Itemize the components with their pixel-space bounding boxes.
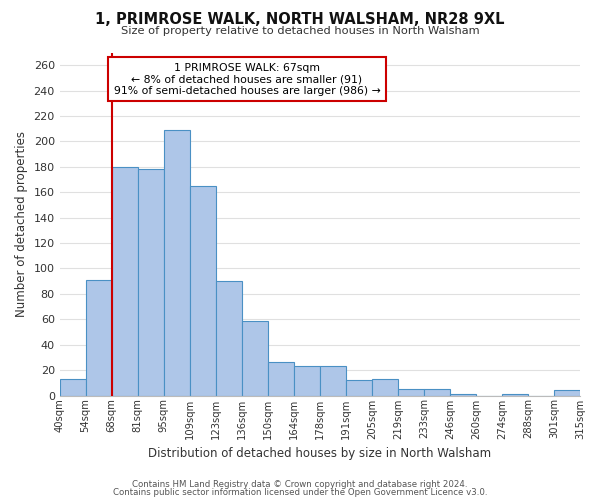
Text: Size of property relative to detached houses in North Walsham: Size of property relative to detached ho… xyxy=(121,26,479,36)
Bar xyxy=(86,280,112,396)
Bar xyxy=(372,379,398,396)
Bar xyxy=(268,362,294,396)
Text: Contains HM Land Registry data © Crown copyright and database right 2024.: Contains HM Land Registry data © Crown c… xyxy=(132,480,468,489)
Bar xyxy=(320,366,346,396)
Bar xyxy=(424,389,450,396)
Text: 1, PRIMROSE WALK, NORTH WALSHAM, NR28 9XL: 1, PRIMROSE WALK, NORTH WALSHAM, NR28 9X… xyxy=(95,12,505,28)
Bar xyxy=(346,380,372,396)
Text: Contains public sector information licensed under the Open Government Licence v3: Contains public sector information licen… xyxy=(113,488,487,497)
X-axis label: Distribution of detached houses by size in North Walsham: Distribution of detached houses by size … xyxy=(148,447,491,460)
Bar xyxy=(164,130,190,396)
Bar xyxy=(294,366,320,396)
Bar xyxy=(216,281,242,396)
Bar xyxy=(242,320,268,396)
Bar xyxy=(112,167,138,396)
Text: 1 PRIMROSE WALK: 67sqm
← 8% of detached houses are smaller (91)
91% of semi-deta: 1 PRIMROSE WALK: 67sqm ← 8% of detached … xyxy=(113,63,380,96)
Bar xyxy=(138,170,164,396)
Bar xyxy=(398,389,424,396)
Bar xyxy=(59,379,86,396)
Y-axis label: Number of detached properties: Number of detached properties xyxy=(15,131,28,317)
Bar xyxy=(190,186,216,396)
Bar xyxy=(450,394,476,396)
Bar xyxy=(502,394,528,396)
Bar xyxy=(554,390,580,396)
